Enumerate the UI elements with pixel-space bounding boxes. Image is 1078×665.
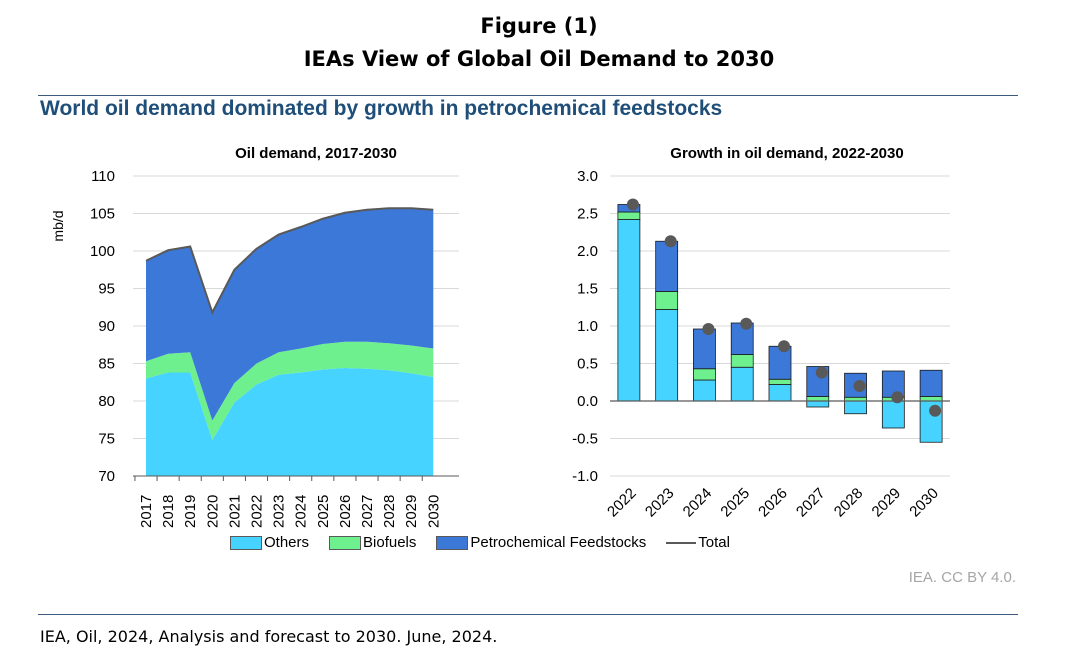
total-marker	[815, 366, 828, 379]
left-y-tick-label: 80	[98, 393, 115, 410]
bar-biofuels	[806, 396, 830, 402]
bar-others	[730, 366, 754, 402]
left-y-axis-label: mb/d	[50, 210, 66, 241]
legend-item-others: Others	[230, 534, 309, 551]
left-x-tick-label: 2030	[425, 495, 442, 528]
left-y-tick-label: 95	[98, 281, 115, 298]
figure-title: IEAs View of Global Oil Demand to 2030	[303, 47, 775, 71]
left-x-tick-label: 2027	[359, 495, 376, 528]
bar-biofuels	[655, 291, 679, 310]
right-x-tick-label: 2030	[906, 485, 942, 521]
right-y-tick-label: 2.5	[577, 206, 598, 223]
bar-others	[844, 400, 867, 415]
left-chart-title: Oil demand, 2017-2030	[235, 145, 397, 162]
left-y-tick-label: 90	[98, 318, 115, 335]
legend-label-biofuels: Biofuels	[363, 534, 417, 551]
right-y-tick-label: 2.0	[577, 243, 598, 260]
right-x-tick-label: 2025	[717, 485, 753, 521]
total-marker	[626, 198, 639, 211]
bar-biofuels	[730, 354, 754, 368]
left-x-tick-label: 2025	[315, 495, 332, 528]
bar-biofuels	[617, 211, 641, 220]
attribution: IEA. CC BY 4.0.	[908, 569, 1016, 586]
left-x-tick-label: 2028	[381, 495, 398, 528]
right-x-tick-label: 2026	[755, 485, 791, 521]
left-x-tick-label: 2018	[160, 495, 177, 528]
legend: Others Biofuels Petrochemical Feedstocks…	[230, 534, 750, 551]
bar-others	[806, 400, 830, 408]
legend-item-petrochemical: Petrochemical Feedstocks	[436, 534, 646, 551]
legend-swatch-total	[666, 541, 697, 544]
left-y-tick-label: 85	[98, 356, 115, 373]
left-x-tick-label: 2029	[403, 495, 420, 528]
area-others	[146, 368, 434, 476]
bar-biofuels	[919, 396, 943, 402]
left-y-tick-label: 100	[90, 243, 115, 260]
right-chart-title: Growth in oil demand, 2022-2030	[670, 145, 903, 162]
left-x-tick-label: 2017	[138, 495, 155, 528]
bottom-divider	[38, 614, 1018, 615]
right-y-tick-label: 0.0	[577, 393, 598, 410]
bar-others	[655, 309, 679, 402]
left-y-tick-label: 75	[98, 431, 115, 448]
legend-label-others: Others	[264, 534, 310, 551]
total-marker	[664, 235, 677, 248]
right-x-tick-label: 2024	[680, 485, 716, 521]
left-x-tick-label: 2022	[249, 495, 266, 528]
left-x-tick-label: 2019	[182, 495, 199, 528]
right-x-tick-label: 2023	[642, 485, 678, 521]
bar-biofuels	[768, 378, 792, 385]
area-biofuels	[146, 341, 434, 440]
left-x-tick-label: 2026	[337, 495, 354, 528]
left-y-tick-label: 70	[98, 468, 115, 485]
top-divider	[38, 95, 1018, 96]
left-y-tick-label: 110	[91, 168, 115, 185]
right-y-tick-label: -1.0	[572, 468, 598, 485]
legend-label-petrochemical: Petrochemical Feedstocks	[470, 534, 647, 551]
bar-petrochemical	[919, 369, 943, 397]
source-note: IEA, Oil, 2024, Analysis and forecast to…	[40, 627, 498, 646]
legend-swatch-petrochemical	[436, 535, 469, 550]
bar-others	[693, 379, 716, 402]
right-x-tick-label: 2022	[604, 485, 640, 521]
total-demand-line	[145, 207, 434, 316]
bar-others	[881, 400, 905, 429]
right-y-tick-label: 3.0	[577, 168, 598, 185]
left-x-tick-label: 2023	[271, 495, 288, 528]
bar-petrochemical	[768, 345, 792, 380]
figure-label: Figure (1)	[480, 14, 598, 38]
total-marker	[702, 323, 715, 335]
right-y-tick-label: 0.5	[577, 356, 598, 373]
bar-biofuels	[693, 368, 716, 381]
bar-petrochemical	[655, 240, 679, 292]
legend-item-total: Total	[666, 534, 730, 551]
left-y-tick-label: 105	[90, 206, 115, 223]
total-marker	[853, 380, 866, 392]
legend-item-biofuels: Biofuels	[329, 534, 416, 551]
right-x-tick-label: 2029	[869, 485, 905, 521]
right-x-tick-label: 2027	[793, 485, 829, 521]
legend-label-total: Total	[698, 534, 730, 551]
right-y-tick-label: -0.5	[572, 431, 598, 448]
total-marker	[740, 317, 753, 330]
total-marker	[929, 404, 942, 417]
total-marker	[891, 391, 904, 404]
left-x-tick-label: 2020	[204, 495, 221, 528]
total-marker	[778, 340, 790, 353]
right-y-tick-label: 1.5	[577, 281, 598, 298]
bar-petrochemical	[693, 328, 716, 370]
bar-others	[617, 219, 641, 402]
left-x-tick-label: 2024	[293, 495, 310, 528]
left-x-tick-label: 2021	[226, 495, 243, 528]
bar-others	[768, 384, 792, 402]
right-x-tick-label: 2028	[831, 485, 867, 521]
legend-swatch-others	[230, 535, 262, 550]
right-y-tick-label: 1.0	[577, 318, 598, 335]
chart-headline: World oil demand dominated by growth in …	[40, 97, 723, 120]
legend-swatch-biofuels	[329, 535, 362, 550]
area-petrochemical	[146, 208, 434, 421]
